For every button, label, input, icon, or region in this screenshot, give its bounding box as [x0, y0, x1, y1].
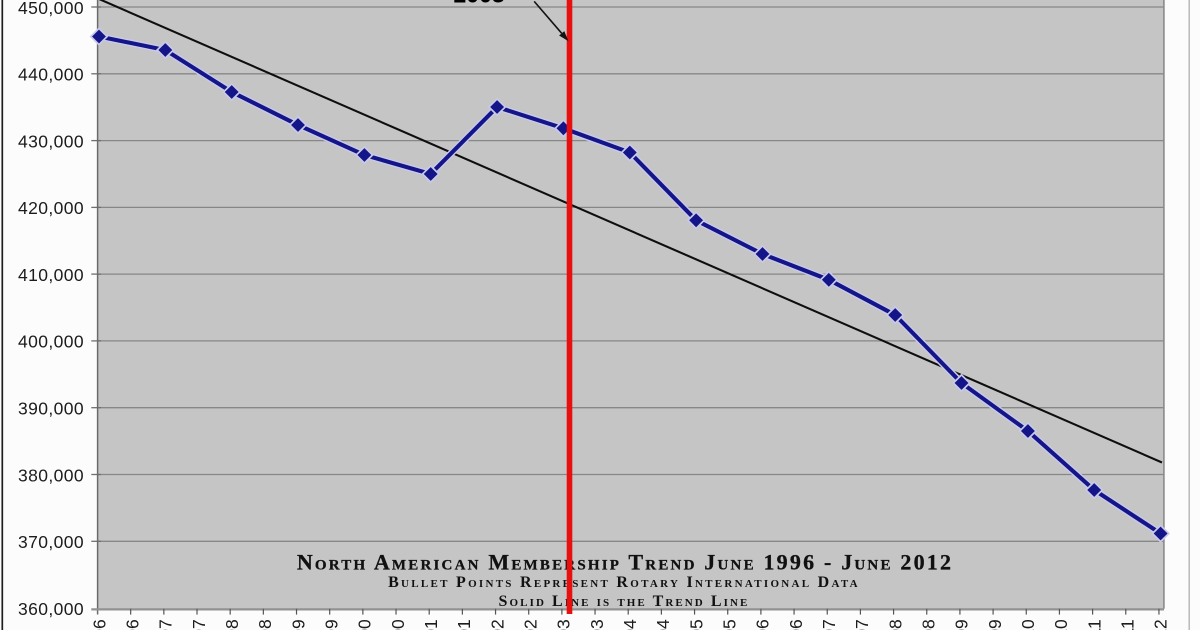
svg-text:380,000: 380,000 [18, 465, 84, 485]
svg-text:430,000: 430,000 [18, 131, 84, 151]
svg-text:Dec-99: Dec-99 [321, 619, 341, 630]
svg-text:Dec-96: Dec-96 [122, 619, 142, 630]
svg-text:Jun-04: Jun-04 [620, 619, 640, 630]
svg-text:Dec-09: Dec-09 [985, 619, 1005, 630]
svg-text:370,000: 370,000 [18, 532, 84, 552]
svg-text:440,000: 440,000 [18, 65, 84, 85]
svg-text:Jun-00: Jun-00 [355, 619, 375, 630]
svg-text:Solid Line is the Trend Line: Solid Line is the Trend Line [499, 593, 750, 610]
svg-text:Bullet Points Represent Rotary: Bullet Points Represent Rotary Internati… [388, 574, 860, 591]
svg-text:Dec-11: Dec-11 [1118, 619, 1138, 630]
svg-text:Jun-02: Jun-02 [487, 619, 507, 630]
svg-text:Dec-01: Dec-01 [454, 619, 474, 630]
svg-text:Dec-07: Dec-07 [852, 619, 872, 630]
svg-text:Dec-98: Dec-98 [255, 619, 275, 630]
svg-text:420,000: 420,000 [18, 198, 84, 218]
svg-text:Jun-96: Jun-96 [89, 619, 109, 630]
svg-text:Dec-97: Dec-97 [189, 619, 209, 630]
svg-text:Jun-11: Jun-11 [1084, 619, 1104, 630]
svg-text:400,000: 400,000 [18, 332, 84, 352]
svg-text:Dec-08: Dec-08 [919, 619, 939, 630]
svg-text:Jun-06: Jun-06 [753, 619, 773, 630]
svg-text:Jun-03: Jun-03 [554, 619, 574, 630]
svg-text:Jun-99: Jun-99 [288, 619, 308, 630]
svg-text:Dec-05: Dec-05 [720, 619, 740, 630]
svg-text:360,000: 360,000 [18, 599, 84, 619]
svg-text:2003: 2003 [454, 0, 505, 8]
svg-text:Dec-04: Dec-04 [653, 619, 673, 630]
svg-text:Dec-06: Dec-06 [786, 619, 806, 630]
svg-text:Dec-02: Dec-02 [521, 619, 541, 630]
svg-text:Jun-97: Jun-97 [156, 619, 176, 630]
svg-text:Jun-12: Jun-12 [1151, 619, 1171, 630]
svg-text:390,000: 390,000 [18, 399, 84, 419]
svg-text:Jun-09: Jun-09 [952, 619, 972, 630]
svg-text:North American Membership Tren: North American Membership Trend June 199… [297, 549, 953, 574]
svg-text:Jun-01: Jun-01 [421, 619, 441, 630]
svg-text:Jun-98: Jun-98 [222, 619, 242, 630]
svg-text:Jun-07: Jun-07 [819, 619, 839, 630]
svg-text:Dec-03: Dec-03 [587, 619, 607, 630]
svg-text:Dec-10: Dec-10 [1051, 619, 1071, 630]
svg-text:Jun-10: Jun-10 [1018, 619, 1038, 630]
svg-text:Jun-08: Jun-08 [885, 619, 905, 630]
svg-text:Dec-00: Dec-00 [388, 619, 408, 630]
svg-text:410,000: 410,000 [18, 265, 84, 285]
svg-text:450,000: 450,000 [18, 0, 84, 18]
svg-text:Jun-05: Jun-05 [686, 619, 706, 630]
